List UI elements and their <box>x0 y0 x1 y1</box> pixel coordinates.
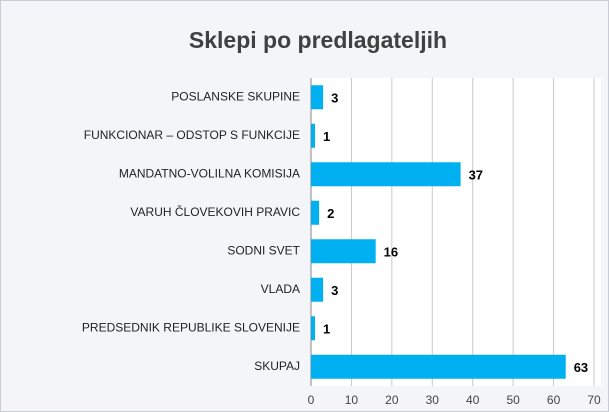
bar <box>311 239 376 264</box>
y-tick-label: POSLANSKE SKUPINE <box>171 89 300 103</box>
data-label: 16 <box>384 245 398 260</box>
x-tick-label: 50 <box>506 393 520 407</box>
data-label: 37 <box>469 168 483 183</box>
plot-area <box>311 78 601 386</box>
y-tick-label: MANDATNO-VOLILNA KOMISIJA <box>119 166 300 180</box>
x-tick-label: 10 <box>345 393 359 407</box>
x-tick-label: 20 <box>385 393 399 407</box>
x-tick-label: 30 <box>426 393 440 407</box>
bar <box>311 85 324 110</box>
bar <box>311 200 320 225</box>
bar <box>311 277 324 302</box>
bar <box>311 316 316 341</box>
data-label: 3 <box>331 283 338 298</box>
y-tick-label: SKUPAJ <box>254 359 300 373</box>
data-label: 3 <box>331 91 338 106</box>
data-label: 2 <box>327 206 334 221</box>
y-tick-label: FUNKCIONAR – ODSTOP S FUNKCIJE <box>84 128 300 142</box>
data-label: 1 <box>323 129 330 144</box>
chart-title: Sklepi po predlagateljih <box>189 27 447 53</box>
bar <box>311 162 461 187</box>
x-tick-label: 0 <box>308 393 315 407</box>
data-label: 63 <box>574 360 588 375</box>
bar <box>311 354 566 379</box>
y-tick-label: PREDSEDNIK REPUBLIKE SLOVENIJE <box>82 320 300 334</box>
x-tick-label: 60 <box>547 393 561 407</box>
data-label: 1 <box>323 322 330 337</box>
y-tick-label: VARUH ČLOVEKOVIH PRAVIC <box>130 204 300 219</box>
y-tick-label: VLADA <box>261 282 300 296</box>
y-tick-label: SODNI SVET <box>227 243 300 257</box>
bar <box>311 123 316 148</box>
x-tick-label: 70 <box>587 393 601 407</box>
x-tick-label: 40 <box>466 393 480 407</box>
